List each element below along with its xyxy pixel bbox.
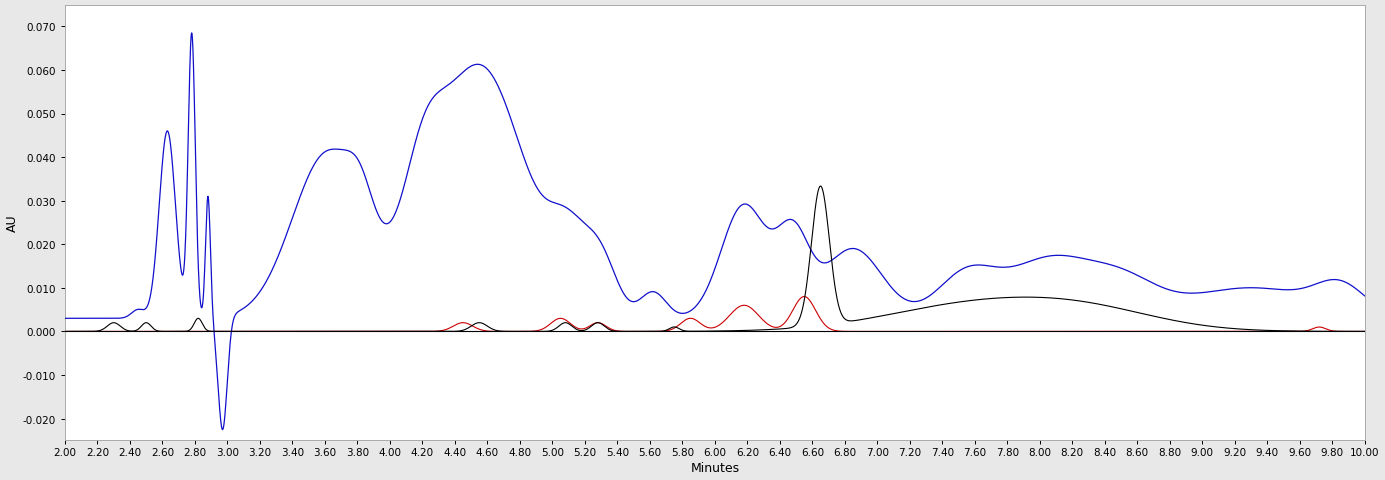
Y-axis label: AU: AU — [6, 214, 18, 232]
X-axis label: Minutes: Minutes — [690, 461, 740, 474]
